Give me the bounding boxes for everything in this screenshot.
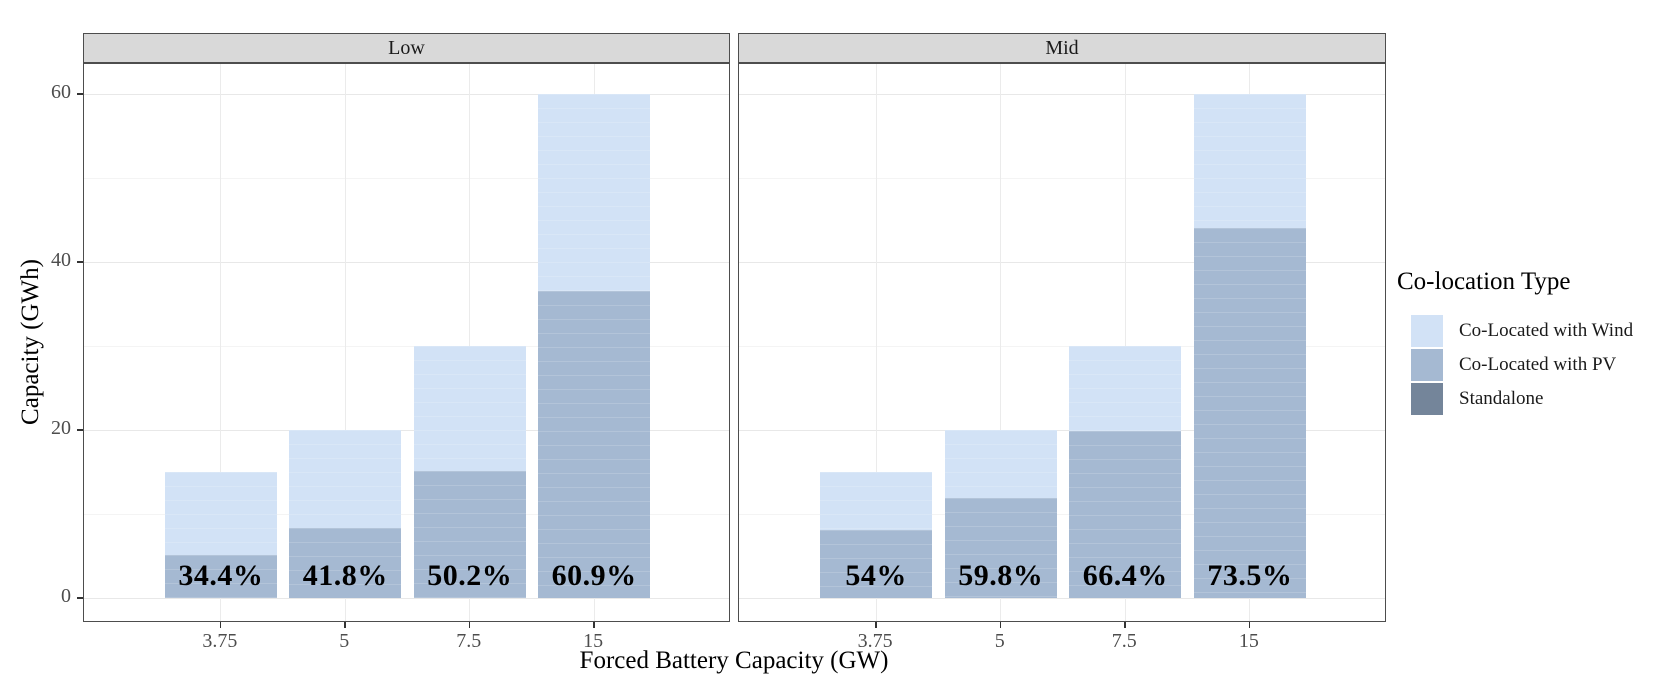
gridline-minor [739, 178, 1385, 179]
standalone-swatch-icon [1411, 383, 1443, 415]
bar-segment-pv [1069, 430, 1182, 598]
x-tick-label: 3.75 [857, 630, 893, 652]
x-axis-tick [999, 622, 1002, 628]
x-tick-label: 15 [583, 630, 604, 652]
y-axis-tick [77, 93, 83, 95]
bar-pct-label: 60.9% [551, 559, 637, 592]
gridline-minor [84, 178, 729, 179]
bar-segment-pv [820, 529, 933, 598]
x-axis-tick [219, 622, 222, 628]
y-tick-label: 0 [61, 585, 71, 607]
bar-segment-wind [413, 346, 526, 472]
bar-segment-wind [538, 94, 651, 292]
bar-segment-pv [289, 527, 402, 598]
bar-pct-label: 73.5% [1207, 559, 1293, 592]
y-tick-label: 40 [51, 249, 71, 271]
legend-title: Co-location Type [1397, 268, 1571, 295]
bar-pct-label: 41.8% [302, 559, 388, 592]
y-axis-tick [77, 597, 83, 599]
y-axis-title: Capacity (GWh) [17, 259, 44, 425]
bar-segment-pv [944, 497, 1057, 598]
gridline-major [84, 94, 729, 95]
bar-segment-wind [820, 472, 933, 530]
bar-pct-label: 54% [845, 559, 907, 592]
bar-segment-pv [164, 554, 277, 598]
x-axis-tick [875, 622, 877, 628]
gridline-major [739, 94, 1385, 95]
bar-pct-label: 66.4% [1082, 559, 1168, 592]
gridline-vertical [220, 64, 222, 621]
x-axis-tick [593, 622, 595, 628]
x-tick-label: 7.5 [1111, 630, 1137, 652]
bar-segment-wind [944, 430, 1057, 498]
gridline-minor [84, 514, 729, 515]
x-tick-label: 5 [994, 630, 1005, 652]
gridline-major [84, 598, 729, 599]
facet-strip-mid: Mid [738, 33, 1386, 63]
legend-label: Co-Located with PV [1459, 354, 1617, 375]
x-axis-title: Forced Battery Capacity (GW) [579, 647, 889, 674]
x-axis-tick [468, 622, 471, 628]
legend-item-standalone: Standalone [1397, 382, 1633, 416]
bar-pct-label: 50.2% [427, 559, 513, 592]
gridline-major [84, 262, 729, 263]
gridline-vertical [875, 64, 877, 621]
legend-item-pv: Co-Located with PV [1397, 348, 1633, 382]
legend-label: Standalone [1459, 388, 1544, 409]
bar-segment-wind [1193, 94, 1306, 228]
y-axis-tick [77, 261, 83, 263]
bar-segment-wind [164, 472, 277, 555]
x-axis-tick [1124, 622, 1126, 628]
x-tick-label: 15 [1238, 630, 1259, 652]
bar-pct-label: 59.8% [958, 559, 1044, 592]
facet-panel-low: 34.4% 41.8% 50.2% 60.9% [83, 63, 730, 622]
bar-segment-pv [1193, 227, 1306, 598]
x-tick-label: 7.5 [456, 630, 482, 652]
facet-panel-mid: 54% 59.8% 66.4% 73.5% [738, 63, 1386, 622]
gridline-minor [84, 346, 729, 347]
facet-strip-low: Low [83, 33, 730, 63]
pv-swatch-icon [1411, 349, 1443, 381]
x-tick-label: 5 [339, 630, 350, 652]
bar-pct-label: 34.4% [178, 559, 264, 592]
bar-segment-pv [538, 291, 651, 598]
gridline-minor [739, 514, 1385, 515]
y-tick-label: 60 [51, 81, 71, 103]
legend-label: Co-Located with Wind [1459, 320, 1634, 341]
bar-segment-pv [413, 471, 526, 598]
wind-swatch-icon [1411, 315, 1443, 347]
x-axis-tick [344, 622, 346, 628]
gridline-vertical [1000, 64, 1002, 621]
y-tick-label: 20 [51, 417, 71, 439]
gridline-major [739, 430, 1385, 431]
legend-item-wind: Co-Located with Wind [1397, 314, 1633, 348]
gridline-minor [739, 346, 1385, 347]
bar-segment-wind [289, 430, 402, 528]
gridline-major [84, 430, 729, 431]
legend: Co-location Type Co-Located with Wind Co… [1397, 268, 1633, 416]
x-axis-tick [1248, 622, 1251, 628]
gridline-vertical [344, 64, 346, 621]
bar-segment-wind [1069, 346, 1182, 431]
x-tick-label: 3.75 [202, 630, 238, 652]
gridline-major [739, 598, 1385, 599]
y-axis-tick [77, 429, 83, 431]
gridline-vertical [469, 64, 471, 621]
gridline-major [739, 262, 1385, 263]
gridline-vertical [1124, 64, 1126, 621]
